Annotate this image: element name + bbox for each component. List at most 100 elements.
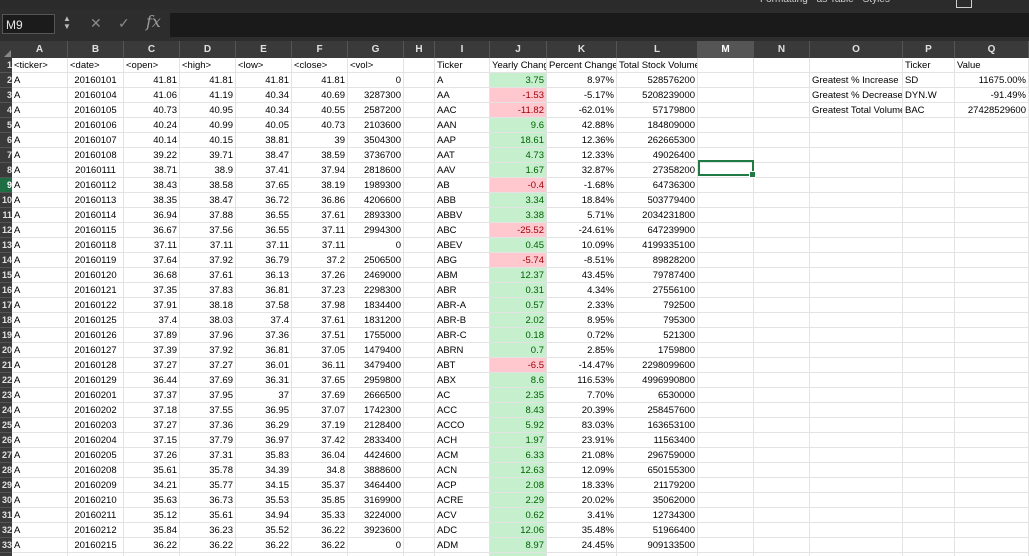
cell[interactable]: [698, 298, 754, 313]
cell-date[interactable]: 20160108: [68, 148, 124, 163]
cell-vol[interactable]: 2298300: [348, 283, 404, 298]
cell[interactable]: [698, 178, 754, 193]
cell-close[interactable]: 40.73: [292, 118, 348, 133]
cell-low[interactable]: 36.55: [236, 223, 292, 238]
cell-close[interactable]: 37.94: [292, 163, 348, 178]
cell-vol[interactable]: 0: [348, 538, 404, 553]
cell[interactable]: [955, 208, 1029, 223]
cell[interactable]: [698, 133, 754, 148]
cell[interactable]: [404, 178, 435, 193]
summary-percent-change[interactable]: 32.87%: [547, 163, 617, 178]
cell-date[interactable]: 20160215: [68, 538, 124, 553]
cell-ticker[interactable]: A: [12, 433, 68, 448]
cell[interactable]: [698, 193, 754, 208]
cell-open[interactable]: 36.94: [124, 208, 180, 223]
cell-ticker[interactable]: A: [12, 538, 68, 553]
cell[interactable]: [404, 508, 435, 523]
cell[interactable]: [404, 463, 435, 478]
cell-date[interactable]: 20160113: [68, 193, 124, 208]
summary-yearly-change[interactable]: 3.38: [490, 208, 547, 223]
cell-low[interactable]: 35.52: [236, 523, 292, 538]
cell-open[interactable]: 41.81: [124, 73, 180, 88]
enter-formula-button[interactable]: ✓: [118, 15, 130, 31]
cell-close[interactable]: 37.65: [292, 373, 348, 388]
column-header[interactable]: H: [404, 41, 435, 58]
cell[interactable]: [955, 223, 1029, 238]
cell[interactable]: [955, 163, 1029, 178]
cell-open[interactable]: 38.71: [124, 163, 180, 178]
cell[interactable]: [810, 448, 903, 463]
cell[interactable]: [404, 418, 435, 433]
header-summary-ticker[interactable]: Ticker: [435, 58, 490, 73]
cell[interactable]: [903, 118, 955, 133]
summary-yearly-change[interactable]: 2.02: [490, 313, 547, 328]
row-header[interactable]: 25: [0, 418, 12, 433]
cell-low[interactable]: 36.97: [236, 433, 292, 448]
cell[interactable]: [754, 253, 810, 268]
summary-percent-change[interactable]: -24.61%: [547, 223, 617, 238]
cell[interactable]: [903, 133, 955, 148]
cell[interactable]: [754, 448, 810, 463]
cell-low[interactable]: 36.81: [236, 283, 292, 298]
cell[interactable]: [754, 388, 810, 403]
summary-yearly-change[interactable]: 12.63: [490, 463, 547, 478]
cell[interactable]: [810, 523, 903, 538]
cell[interactable]: [955, 373, 1029, 388]
cell[interactable]: [698, 388, 754, 403]
summary-ticker[interactable]: AC: [435, 388, 490, 403]
summary-total-volume[interactable]: 795300: [617, 313, 698, 328]
summary-total-volume[interactable]: 11563400: [617, 433, 698, 448]
cell[interactable]: [903, 463, 955, 478]
summary-percent-change[interactable]: 42.88%: [547, 118, 617, 133]
cell[interactable]: [754, 283, 810, 298]
cell-open[interactable]: 41.06: [124, 88, 180, 103]
header-open[interactable]: <open>: [124, 58, 180, 73]
summary-percent-change[interactable]: 21.08%: [547, 448, 617, 463]
cell-low[interactable]: 35.53: [236, 493, 292, 508]
cell[interactable]: [754, 193, 810, 208]
summary-percent-change[interactable]: 0.72%: [547, 328, 617, 343]
cell[interactable]: [404, 163, 435, 178]
cell-low[interactable]: 35.83: [236, 448, 292, 463]
summary-total-volume[interactable]: 64736300: [617, 178, 698, 193]
cell-date[interactable]: 20160209: [68, 478, 124, 493]
summary-ticker[interactable]: ABG: [435, 253, 490, 268]
cell-close[interactable]: 35.33: [292, 508, 348, 523]
summary-ticker[interactable]: AAN: [435, 118, 490, 133]
row-header[interactable]: 17: [0, 298, 12, 313]
cell[interactable]: [810, 433, 903, 448]
cell-vol[interactable]: 3923600: [348, 523, 404, 538]
summary-ticker[interactable]: AB: [435, 178, 490, 193]
cell-low[interactable]: 37.36: [236, 328, 292, 343]
cell-ticker[interactable]: A: [12, 193, 68, 208]
cell[interactable]: [955, 463, 1029, 478]
cell-low[interactable]: 36.01: [236, 358, 292, 373]
cell[interactable]: [903, 388, 955, 403]
cell[interactable]: [955, 133, 1029, 148]
cell-date[interactable]: 20160212: [68, 523, 124, 538]
cell-vol[interactable]: 3479400: [348, 358, 404, 373]
summary-total-volume[interactable]: 262665300: [617, 133, 698, 148]
cell-ticker[interactable]: A: [12, 388, 68, 403]
summary-yearly-change[interactable]: -0.4: [490, 178, 547, 193]
greatest-label[interactable]: Greatest % Decrease: [810, 88, 903, 103]
cell-close[interactable]: 36.22: [292, 523, 348, 538]
cell[interactable]: [903, 298, 955, 313]
cell-ticker[interactable]: A: [12, 238, 68, 253]
cell-high[interactable]: 38.9: [180, 163, 236, 178]
cell-date[interactable]: 20160122: [68, 298, 124, 313]
cell-vol[interactable]: 2833400: [348, 433, 404, 448]
summary-yearly-change[interactable]: 6.33: [490, 448, 547, 463]
cell[interactable]: [810, 268, 903, 283]
summary-yearly-change[interactable]: -25.52: [490, 223, 547, 238]
cell[interactable]: [754, 223, 810, 238]
cell-date[interactable]: 20160119: [68, 253, 124, 268]
cell[interactable]: [404, 433, 435, 448]
header-yearly-change[interactable]: Yearly Change: [490, 58, 547, 73]
cell-low[interactable]: 40.05: [236, 118, 292, 133]
cell[interactable]: [404, 148, 435, 163]
cell-ticker[interactable]: A: [12, 133, 68, 148]
cell-ticker[interactable]: A: [12, 418, 68, 433]
summary-yearly-change[interactable]: -11.82: [490, 103, 547, 118]
cell[interactable]: [754, 73, 810, 88]
